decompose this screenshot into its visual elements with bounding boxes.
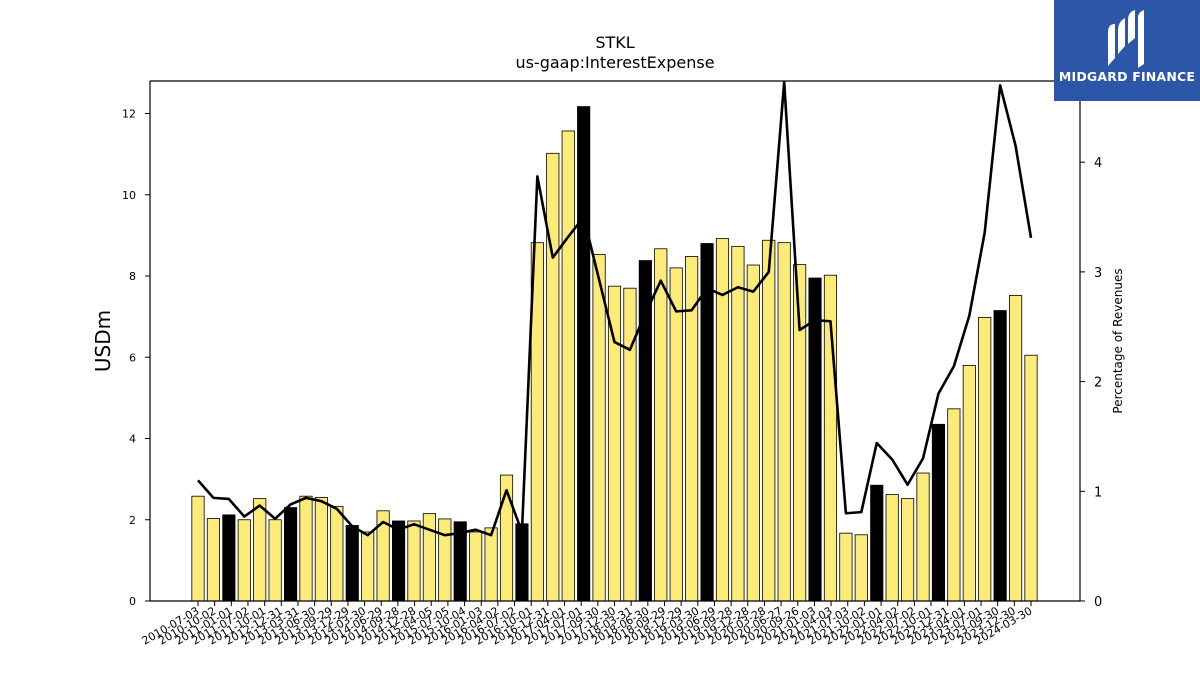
bar	[947, 408, 961, 602]
bar	[700, 243, 714, 602]
y2-axis-ticks: 0 1 2 3 4	[1080, 156, 1102, 610]
y2-tick-label: 2	[1094, 376, 1102, 391]
bar	[577, 106, 591, 602]
bar	[237, 519, 251, 602]
y-tick-label: 6	[129, 351, 136, 364]
series-line	[197, 80, 1033, 537]
bar	[762, 239, 776, 602]
bar	[391, 520, 406, 602]
bar	[330, 505, 344, 602]
bar	[422, 513, 436, 602]
chart-title: STKL	[595, 33, 634, 52]
bar	[469, 531, 483, 602]
y-tick-label: 2	[129, 514, 136, 527]
bar	[993, 310, 1007, 602]
bar	[191, 495, 205, 602]
bar	[978, 317, 992, 602]
logo-text: MIDGARD FINANCE	[1058, 69, 1196, 84]
bar	[299, 495, 313, 602]
bar	[314, 497, 328, 602]
bar	[870, 484, 884, 602]
chart-subtitle: us-gaap:InterestExpense	[515, 53, 714, 72]
bar	[206, 518, 220, 602]
bar	[731, 245, 745, 602]
bar	[546, 152, 560, 602]
bar	[854, 534, 868, 602]
y-axis-ticks: 0 2 4 6 8 10 12	[122, 108, 150, 608]
y2-tick-label: 3	[1094, 266, 1102, 281]
bar	[777, 242, 791, 602]
bar	[623, 287, 637, 602]
bar	[962, 364, 976, 602]
bar	[361, 531, 375, 602]
bar	[484, 527, 498, 602]
y-tick-label: 12	[122, 108, 136, 121]
bar	[1024, 354, 1038, 602]
bar	[268, 519, 282, 602]
y-axis-label: USDm	[91, 310, 115, 372]
bar	[839, 532, 853, 602]
y-tick-label: 4	[129, 433, 136, 446]
bar	[916, 472, 930, 602]
x-axis-ticks: 2010-07-032010-10-022011-01-012011-07-02…	[140, 601, 1035, 648]
y-tick-label: 8	[129, 270, 136, 283]
bar	[283, 507, 298, 602]
bar	[222, 514, 236, 602]
bar	[746, 264, 760, 602]
y2-axis-label: Percentage of Revenues	[1111, 268, 1125, 413]
bar	[438, 518, 452, 602]
y2-tick-label: 1	[1094, 485, 1102, 500]
bar	[901, 498, 915, 602]
y-tick-label: 0	[129, 595, 136, 608]
y-tick-label: 10	[122, 189, 136, 202]
y2-tick-label: 4	[1094, 156, 1102, 171]
bar	[808, 277, 822, 602]
bar	[654, 248, 668, 602]
bar	[561, 130, 575, 602]
bar	[931, 423, 946, 602]
midgard-logo-icon	[1108, 10, 1144, 68]
bar	[669, 267, 683, 602]
bar	[407, 520, 421, 602]
bar	[515, 523, 529, 602]
bar	[885, 494, 899, 602]
bar-series	[191, 106, 1038, 602]
bar	[1009, 295, 1023, 602]
bar	[253, 498, 267, 602]
line-series	[197, 80, 1033, 537]
bar	[607, 285, 622, 602]
bar	[345, 525, 359, 602]
bar	[592, 254, 606, 602]
logo-badge: MIDGARD FINANCE	[1054, 0, 1200, 101]
y2-tick-label: 0	[1094, 595, 1102, 610]
